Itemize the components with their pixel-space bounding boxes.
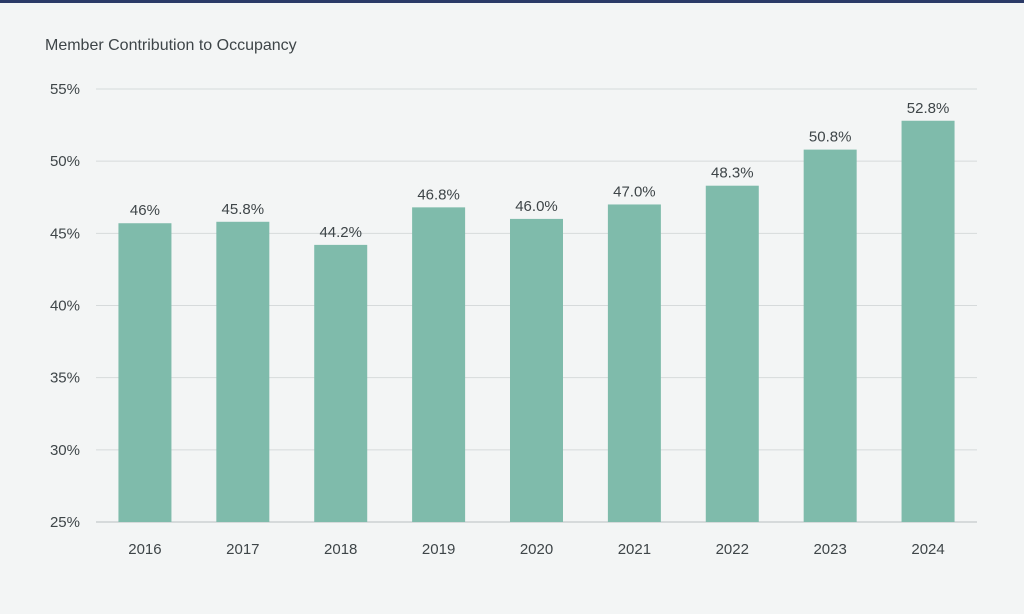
bar-2024: [901, 120, 955, 523]
y-tick-label: 40%: [50, 298, 80, 315]
bar-2017: [216, 221, 270, 522]
data-label: 50.8%: [809, 129, 852, 146]
y-tick-label: 45%: [50, 225, 80, 242]
y-tick-label: 50%: [50, 153, 80, 170]
top-accent-bar: [0, 0, 1024, 3]
bar-2023: [803, 149, 857, 522]
data-label: 44.2%: [319, 224, 362, 241]
x-tick-label: 2017: [226, 541, 259, 558]
y-tick-label: 55%: [50, 81, 80, 98]
chart-title: Member Contribution to Occupancy: [45, 37, 297, 54]
bar-2019: [412, 207, 466, 522]
bar-2018: [314, 244, 368, 522]
x-tick-label: 2022: [716, 541, 749, 558]
data-label: 46.8%: [417, 186, 460, 203]
x-tick-label: 2019: [422, 541, 455, 558]
bar-2022: [705, 185, 759, 522]
data-label: 52.8%: [907, 100, 950, 117]
data-label: 48.3%: [711, 165, 754, 182]
x-tick-label: 2024: [911, 541, 944, 558]
bar-2020: [510, 218, 563, 522]
x-tick-label: 2018: [324, 541, 357, 558]
y-tick-label: 35%: [50, 370, 80, 387]
x-tick-label: 2020: [520, 541, 553, 558]
data-label: 45.8%: [222, 201, 265, 218]
data-label: 47.0%: [613, 183, 656, 200]
y-tick-label: 25%: [50, 514, 80, 531]
x-tick-label: 2021: [618, 541, 651, 558]
bar-2021: [607, 204, 661, 522]
bar-2016: [118, 223, 172, 523]
data-label: 46%: [130, 202, 160, 219]
x-tick-label: 2023: [813, 541, 846, 558]
data-label: 46.0%: [515, 198, 558, 215]
x-tick-label: 2016: [128, 541, 161, 558]
y-tick-label: 30%: [50, 442, 80, 459]
